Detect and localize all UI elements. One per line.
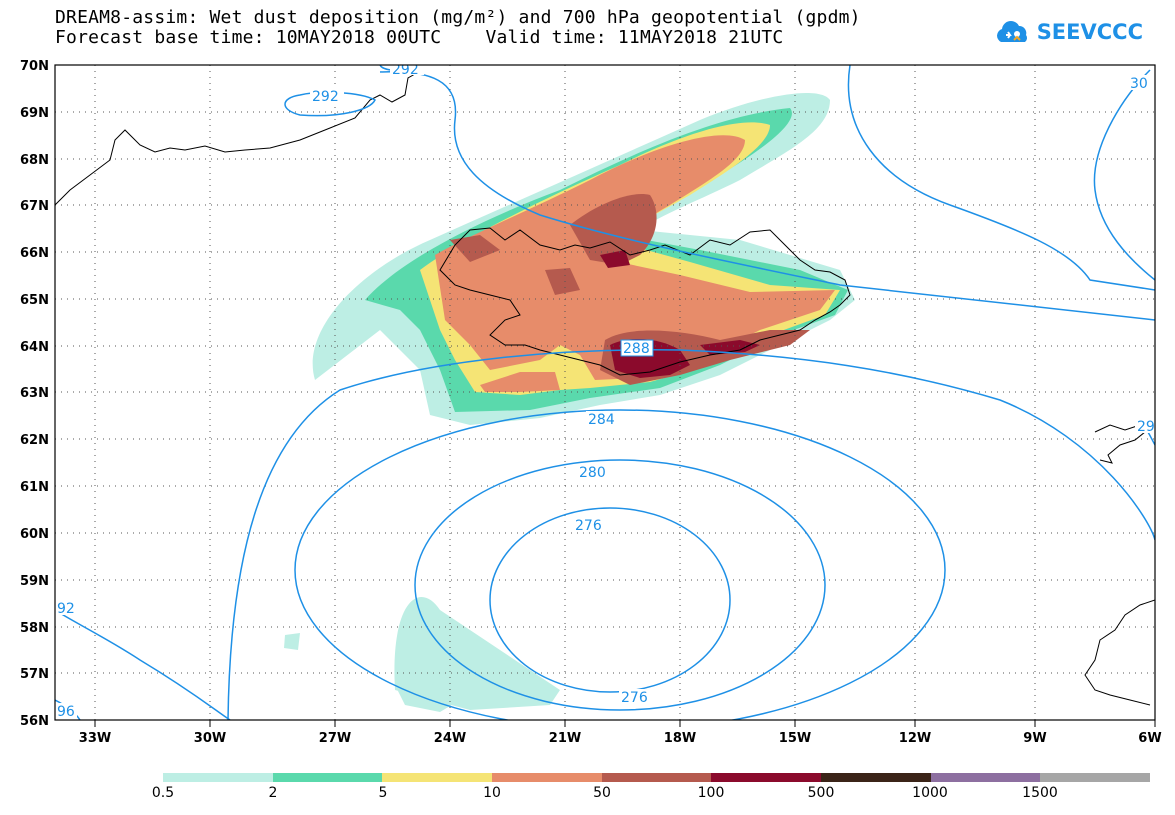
dust-level-50 [545,268,580,295]
logo-text: SEEVCCC [1036,20,1143,44]
contour-label: 96 [57,704,75,720]
longitude-labels: 33W 30W 27W 24W 21W 18W 15W 12W 9W 6W [79,731,1162,746]
lon-label: 24W [434,731,466,746]
legend-swatch [163,773,273,782]
lat-label: 63N [20,386,49,401]
legend-swatch [601,773,712,782]
lat-label: 56N [20,714,49,729]
lon-label: 12W [899,731,931,746]
contour-288 [227,349,1155,720]
lat-label: 60N [20,527,49,542]
legend-swatch [711,773,822,782]
legend-swatch [1040,773,1151,782]
dust-level-50 [450,235,500,262]
contour-labels: 292 292 288 284 280 276 276 30 29 92 96 [55,62,1155,720]
lat-label: 69N [20,106,49,121]
lat-label: 58N [20,621,49,636]
lon-label: 6W [1138,731,1161,746]
contour-304 [1093,69,1155,281]
legend-swatch [272,773,383,782]
faroe-islands [1094,424,1146,464]
seevccc-logo: SEEVCCC [993,18,1143,46]
legend-label: 1000 [912,785,948,801]
legend-swatch [382,773,493,782]
map-title: DREAM8-assim: Wet dust deposition (mg/m²… [55,7,861,28]
legend-swatch [930,773,1041,782]
legend-swatch [821,773,931,782]
lon-label: 33W [79,731,111,746]
contour-label: 30 [1130,76,1148,92]
contour-300 [847,65,1155,291]
lat-label: 64N [20,340,49,355]
lat-label: 68N [20,153,49,168]
lat-label: 70N [20,59,49,74]
cloud-icon [996,21,1027,42]
axis-ticks [94,720,1156,727]
map-frame [54,64,1156,721]
lon-label: 21W [549,731,581,746]
contour-label: 280 [579,465,606,481]
lat-label: 59N [20,574,49,589]
legend-label: 2 [268,785,278,801]
dust-level-100 [600,250,630,268]
contour-292c [379,71,1155,321]
lat-label: 62N [20,433,49,448]
legend-label: 50 [593,785,611,801]
legend-label: 500 [807,785,835,801]
contour-label: 292 [312,89,339,105]
dust-level-10 [480,372,560,392]
map-subtitle: Forecast base time: 10MAY2018 00UTC Vali… [55,27,784,48]
legend-label: 5 [378,785,388,801]
scotland-coast [1084,599,1155,706]
iceland-coast [439,227,851,376]
contour-284 [294,409,946,720]
legend-label: 10 [483,785,501,801]
contour-292 [55,609,231,720]
lat-label: 67N [20,199,49,214]
lon-label: 18W [664,731,696,746]
lat-label: 65N [20,293,49,308]
lon-label: 15W [779,731,811,746]
dust-deposition-field [284,92,855,712]
lat-label: 66N [20,246,49,261]
coastlines [55,73,1155,706]
lat-label: 61N [20,480,49,495]
dust-level-10 [435,135,835,380]
legend-swatch [492,773,602,782]
dust-level-0-5 [284,633,300,650]
lon-label: 30W [194,731,226,746]
legend-label: 1500 [1022,785,1058,801]
lon-label: 9W [1023,731,1046,746]
contour-280 [414,459,826,711]
color-legend [163,773,1151,782]
contour-label: 292 [392,62,419,78]
contour-276 [489,507,731,693]
contour-label: 92 [57,601,75,617]
dust-level-0-5 [394,596,560,710]
contour-label: 29 [1137,419,1155,435]
contour-label: 276 [621,690,648,706]
contour-label: 276 [575,518,602,534]
legend-label: 0.5 [151,785,175,801]
contour-label: 284 [588,412,615,428]
legend-label: 100 [697,785,725,801]
contour-label: 288 [623,341,650,357]
lat-label: 57N [20,667,49,682]
latitude-labels: 70N 69N 68N 67N 66N 65N 64N 63N 62N 61N … [20,59,49,729]
greenland-coast [55,73,416,206]
lon-label: 27W [319,731,351,746]
